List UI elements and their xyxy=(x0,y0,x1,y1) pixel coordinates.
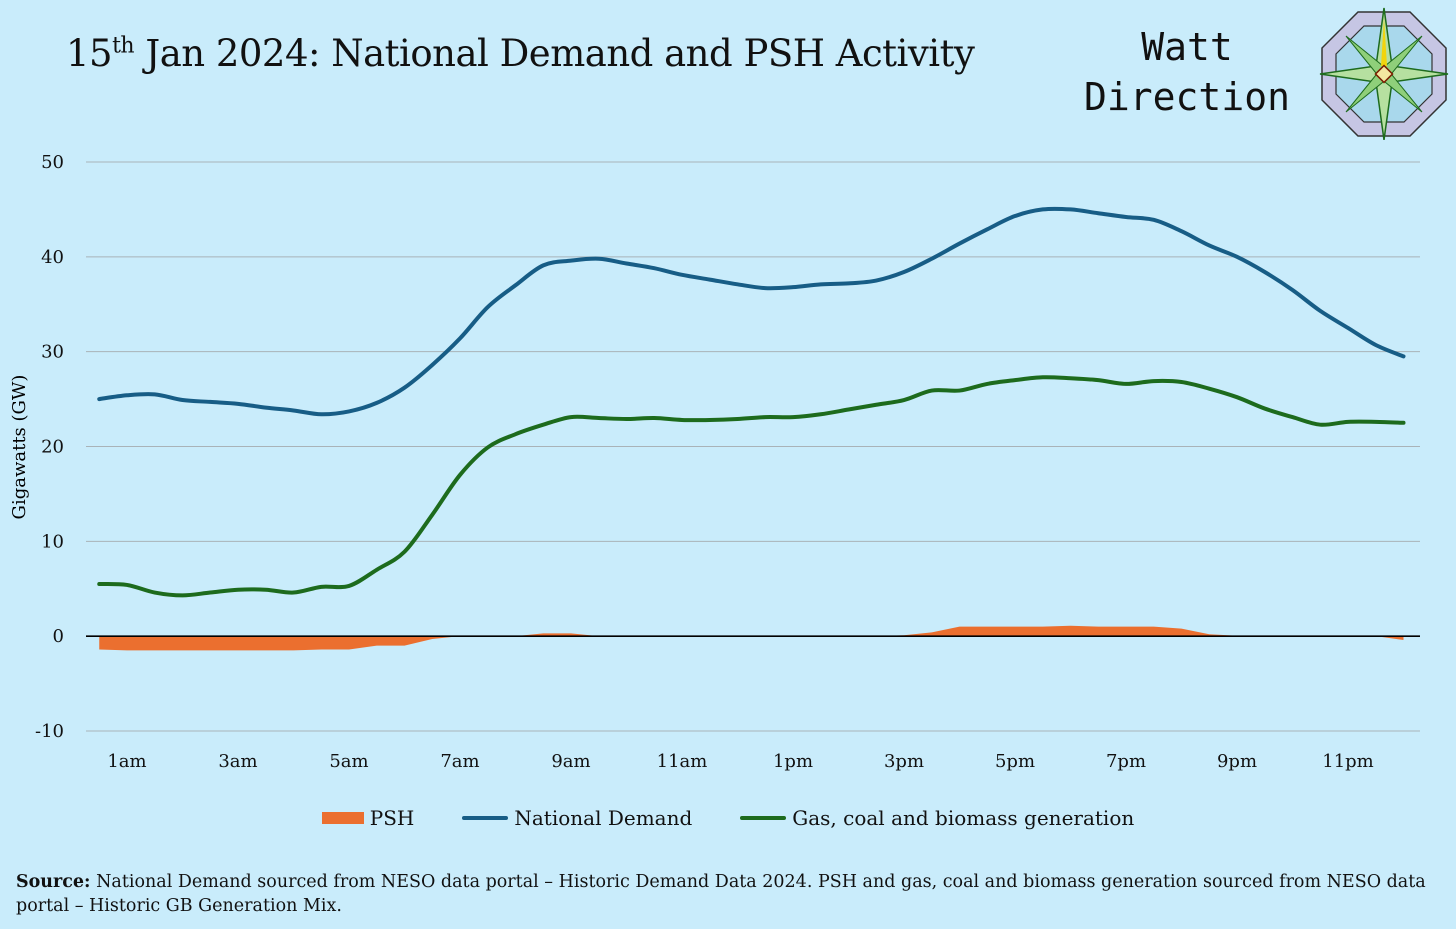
y-tick-label: -10 xyxy=(35,721,64,742)
x-tick-label: 3pm xyxy=(884,751,924,772)
x-tick-label: 7am xyxy=(440,751,479,772)
legend-swatch-demand xyxy=(462,816,509,820)
x-tick-label: 11pm xyxy=(1322,751,1374,772)
x-tick-label: 5am xyxy=(329,751,368,772)
x-tick-label: 3am xyxy=(218,751,257,772)
generation-line xyxy=(97,375,1406,598)
legend-label: National Demand xyxy=(514,806,693,830)
x-tick-label: 9am xyxy=(551,751,590,772)
chart-title: 15th Jan 2024: National Demand and PSH A… xyxy=(66,32,975,75)
title-day: 15 xyxy=(66,32,113,75)
national-demand-line xyxy=(97,206,1406,417)
brand-line1: Watt xyxy=(1141,25,1233,69)
brand-name: Watt Direction xyxy=(1064,22,1310,122)
legend-swatch-psh xyxy=(321,812,364,824)
legend-item-generation: Gas, coal and biomass generation xyxy=(740,806,1134,830)
x-tick-label: 11am xyxy=(657,751,708,772)
x-tick-label: 5pm xyxy=(995,751,1035,772)
legend-item-national-demand: National Demand xyxy=(462,806,692,830)
source-text: National Demand sourced from NESO data p… xyxy=(16,872,1426,916)
x-tick-label: 7pm xyxy=(1106,751,1146,772)
source-label: Source: xyxy=(16,872,91,892)
x-tick-label: 9pm xyxy=(1217,751,1257,772)
legend-label: Gas, coal and biomass generation xyxy=(792,806,1135,830)
title-rest: Jan 2024: National Demand and PSH Activi… xyxy=(134,32,975,75)
legend-item-psh: PSH xyxy=(321,806,415,830)
brand-line2: Direction xyxy=(1084,75,1290,119)
chart-legend: PSH National Demand Gas, coal and biomas… xyxy=(0,806,1456,830)
psh-area xyxy=(99,625,1404,651)
y-tick-label: 20 xyxy=(41,437,64,458)
source-note: Source: National Demand sourced from NES… xyxy=(16,870,1436,918)
y-tick-label: 0 xyxy=(53,626,64,647)
y-tick-label: 40 xyxy=(41,247,64,268)
y-tick-label: 10 xyxy=(41,531,64,552)
legend-swatch-generation xyxy=(740,816,787,820)
y-axis-label: Gigawatts (GW) xyxy=(9,375,30,520)
compass-logo-icon xyxy=(1319,7,1449,140)
x-tick-label: 1pm xyxy=(773,751,813,772)
y-tick-label: 50 xyxy=(41,152,64,173)
legend-label: PSH xyxy=(369,806,415,830)
x-tick-label: 1am xyxy=(107,751,146,772)
title-sup: th xyxy=(112,33,135,59)
y-tick-label: 30 xyxy=(41,342,64,363)
